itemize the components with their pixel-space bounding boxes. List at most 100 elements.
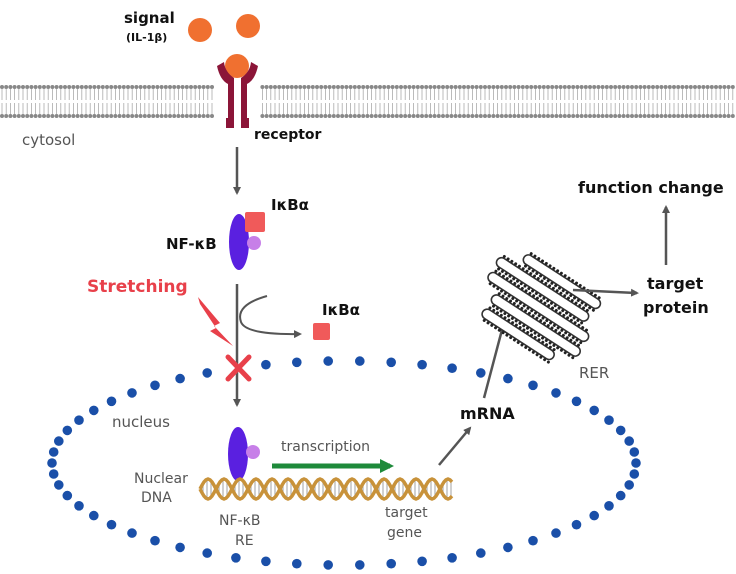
lipid-head [369, 114, 374, 118]
lipid-head [50, 114, 55, 118]
lipid-head [54, 114, 59, 118]
nucleus-pore-dot [476, 548, 486, 558]
lipid-head [403, 114, 408, 118]
lipid-head [130, 114, 135, 118]
lipid-head [4, 114, 9, 118]
ribosome-dot [515, 299, 519, 303]
lipid-head [604, 85, 609, 89]
ribosome-dot [499, 313, 503, 317]
ribosome-dot [517, 264, 521, 268]
ribosome-dot [535, 353, 539, 357]
nucleus-pore-dot [54, 480, 64, 490]
ribosome-dot [567, 353, 571, 357]
lipid-head [67, 85, 72, 89]
lipid-head [172, 85, 177, 89]
ribosome-dot [576, 343, 580, 347]
ribosome-dot [533, 274, 537, 278]
lipid-head [113, 85, 118, 89]
lipid-head [415, 114, 420, 118]
target-gene-label-line2: gene [387, 525, 422, 541]
lipid-head [495, 85, 500, 89]
nucleus-pore-dot [62, 490, 73, 501]
lipid-head [709, 85, 714, 89]
lipid-head [323, 114, 328, 118]
ribosome-dot [588, 306, 592, 310]
lipid-head [382, 85, 387, 89]
nucleus-pore-dot [571, 396, 582, 407]
lipid-head [210, 85, 214, 89]
nucleus-pore-dot [615, 425, 626, 436]
ribosome-dot [547, 304, 551, 308]
lipid-head [680, 114, 685, 118]
lipid-head [302, 114, 307, 118]
ribosome-dot [533, 311, 537, 315]
lipid-head [260, 114, 265, 118]
ribosome-dot [576, 298, 580, 302]
nucleus-pore-dot [528, 380, 538, 391]
rough-endoplasmic-reticulum [481, 252, 602, 364]
nucleus-pore-dot [417, 556, 427, 567]
ribosome-dot [524, 345, 528, 349]
ribosome-dot [516, 304, 520, 308]
lipid-head [730, 85, 735, 89]
nucleus-pore-dot [261, 556, 271, 567]
ribosome-dot [533, 254, 537, 258]
lipid-head [12, 85, 17, 89]
lipid-head [462, 85, 466, 89]
nucleus-pore-dot [355, 560, 365, 570]
lipid-head [67, 114, 72, 118]
ribosome-dot [573, 341, 577, 345]
lipid-head [298, 85, 303, 89]
ribosome-dot [501, 331, 505, 335]
lipid-head [352, 114, 357, 118]
lipid-head [676, 114, 681, 118]
lipid-head [546, 114, 550, 118]
ribosome-dot [582, 306, 586, 310]
ribosome-dot [512, 277, 516, 281]
lipid-head [562, 85, 567, 89]
ribosome-dot [542, 276, 546, 280]
lipid-head [260, 85, 265, 89]
lipid-head [117, 85, 122, 89]
lipid-head [630, 114, 634, 118]
nucleus-pore-dot [551, 528, 561, 538]
lipid-head [159, 114, 164, 118]
lipid-head [310, 85, 315, 89]
lipid-head [642, 114, 647, 118]
ribosome-dot [557, 306, 561, 310]
ribosome-dot [526, 306, 530, 310]
lipid-head [407, 85, 412, 89]
nucleus-pore-dot [74, 501, 84, 511]
nfkb-re-label-line1: NF-κB [219, 513, 260, 529]
lipid-head [46, 114, 51, 118]
lipid-head [604, 114, 609, 118]
lipid-head [336, 114, 340, 118]
lipid-head [382, 114, 387, 118]
lipid-head [659, 114, 664, 118]
lipid-head [373, 85, 378, 89]
lipid-head [474, 114, 479, 118]
ribosome-dot [496, 287, 500, 291]
ribosome-dot [482, 318, 486, 322]
lipid-head [630, 85, 634, 89]
ribosome-dot [581, 326, 585, 330]
lipid-head [512, 114, 517, 118]
ribosome-dot [565, 311, 569, 315]
lipid-head [428, 114, 433, 118]
lipid-head [655, 85, 660, 89]
lipid-head [168, 85, 172, 89]
lipid-head [638, 85, 643, 89]
ribosome-dot [501, 274, 505, 278]
lipid-head [478, 85, 483, 89]
lipid-head [453, 114, 458, 118]
lipid-head [126, 85, 130, 89]
lipid-head [390, 114, 395, 118]
lipid-head [625, 85, 630, 89]
lipid-head [63, 85, 67, 89]
ribosome-dot [556, 326, 560, 330]
ribosome-dot [559, 271, 563, 275]
membrane-lipid-heads [0, 85, 735, 118]
nucleus-pore-dot [528, 535, 538, 546]
lipid-head [508, 114, 513, 118]
lipid-head [613, 114, 618, 118]
